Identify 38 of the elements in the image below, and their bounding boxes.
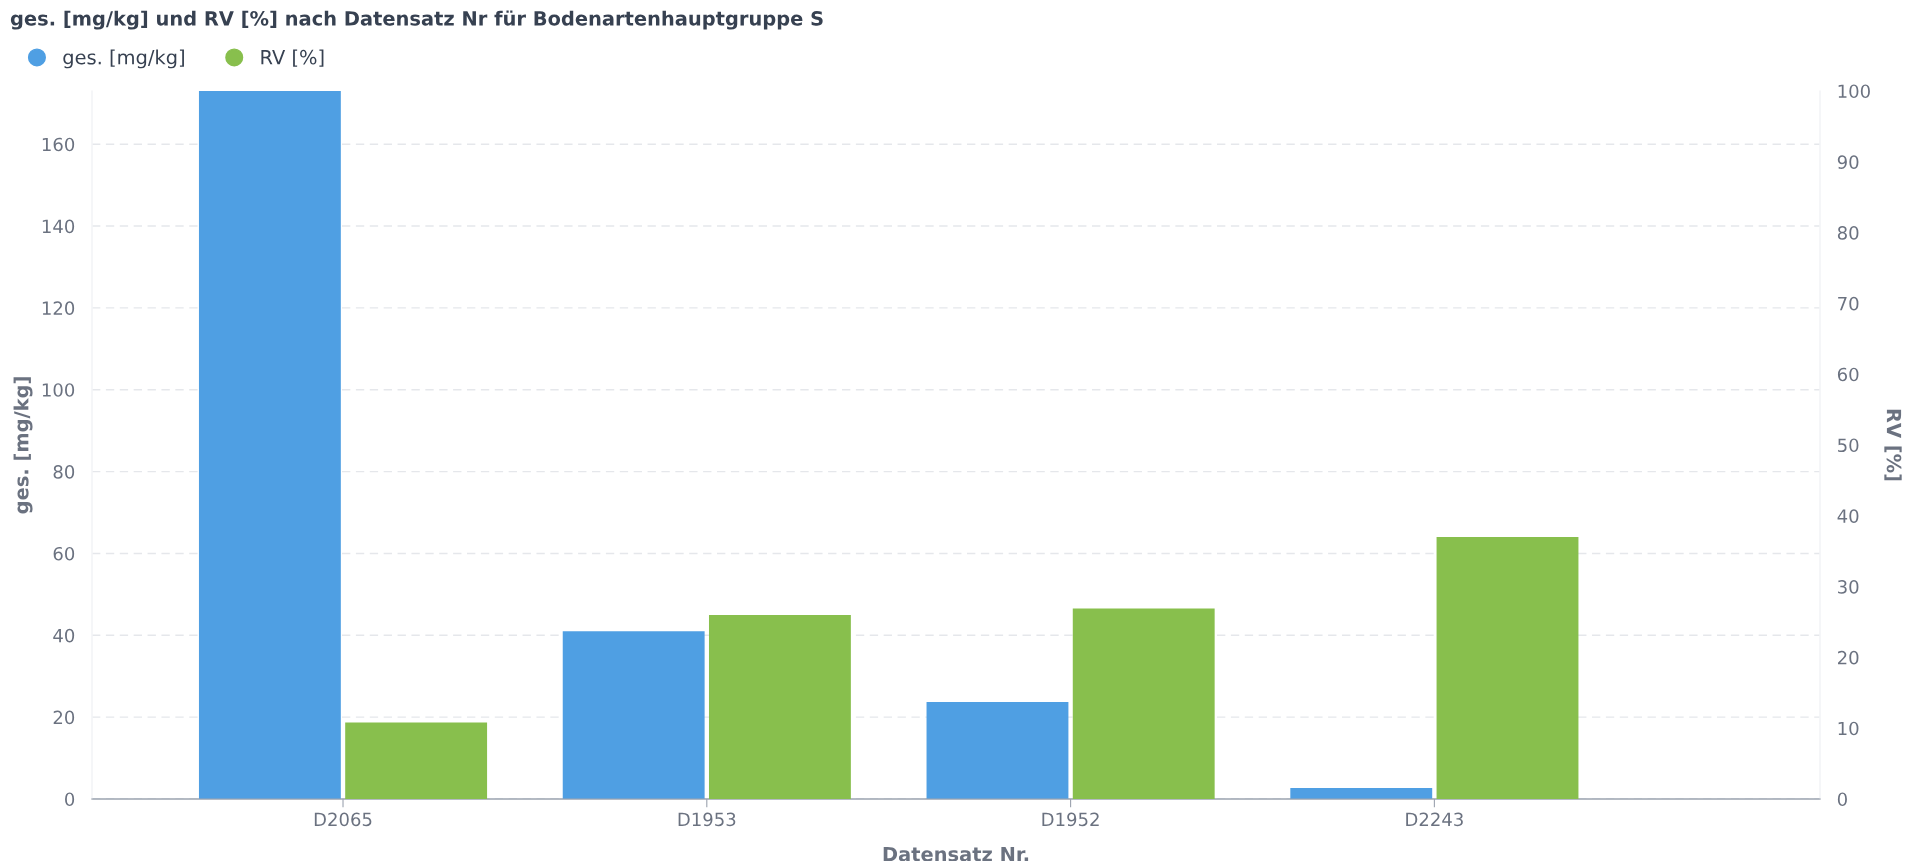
x-tick-label: D2065 <box>314 812 372 827</box>
y-tick-label: 20 <box>53 710 75 725</box>
y2-tick-label: 20 <box>1837 650 1859 665</box>
y2-tick-label: 80 <box>1837 226 1859 240</box>
y-tick-label: 100 <box>42 383 75 397</box>
y-tick-label: 160 <box>42 137 75 152</box>
y2-tick-label: 60 <box>1837 367 1859 382</box>
x-tick-label: D1952 <box>1042 812 1099 827</box>
y2-axis-title: RV [%] <box>1884 409 1902 481</box>
x-tick-label: D2243 <box>1406 812 1463 827</box>
x-tick-label: D1953 <box>678 812 736 827</box>
y-tick-label: 80 <box>53 465 75 479</box>
bar <box>198 91 341 799</box>
y2-tick-label: 70 <box>1838 296 1859 311</box>
bar <box>562 631 705 799</box>
bar <box>1072 608 1215 799</box>
y2-tick-label: 30 <box>1838 580 1859 594</box>
bar <box>1436 537 1579 799</box>
bar <box>926 702 1069 799</box>
y2-tick-label: 100 <box>1838 84 1870 99</box>
y-axis-title: ges. [mg/kg] <box>13 377 33 514</box>
bar <box>1290 787 1433 799</box>
y-tick-label: 40 <box>53 628 75 643</box>
x-axis-title: Datensatz Nr. <box>883 846 1029 861</box>
legend-label: ges. [mg/kg] <box>63 49 184 69</box>
y2-tick-label: 90 <box>1837 155 1859 169</box>
legend-label: RV [%] <box>261 49 324 67</box>
bar <box>345 722 488 799</box>
chart-title: ges. [mg/kg] und RV [%] nach Datensatz Nr für Bodenartenhauptgruppe S <box>10 10 823 30</box>
y2-tick-label: 40 <box>1837 509 1859 523</box>
y2-tick-label: 10 <box>1838 721 1859 736</box>
y2-tick-label: 50 <box>1838 438 1859 453</box>
y-tick-label: 60 <box>53 546 75 561</box>
bar <box>708 614 851 799</box>
y2-tick-label: 0 <box>1837 792 1847 807</box>
y-tick-label: 120 <box>42 301 75 316</box>
y-tick-label: 0 <box>65 792 75 807</box>
y-tick-label: 140 <box>42 219 75 234</box>
